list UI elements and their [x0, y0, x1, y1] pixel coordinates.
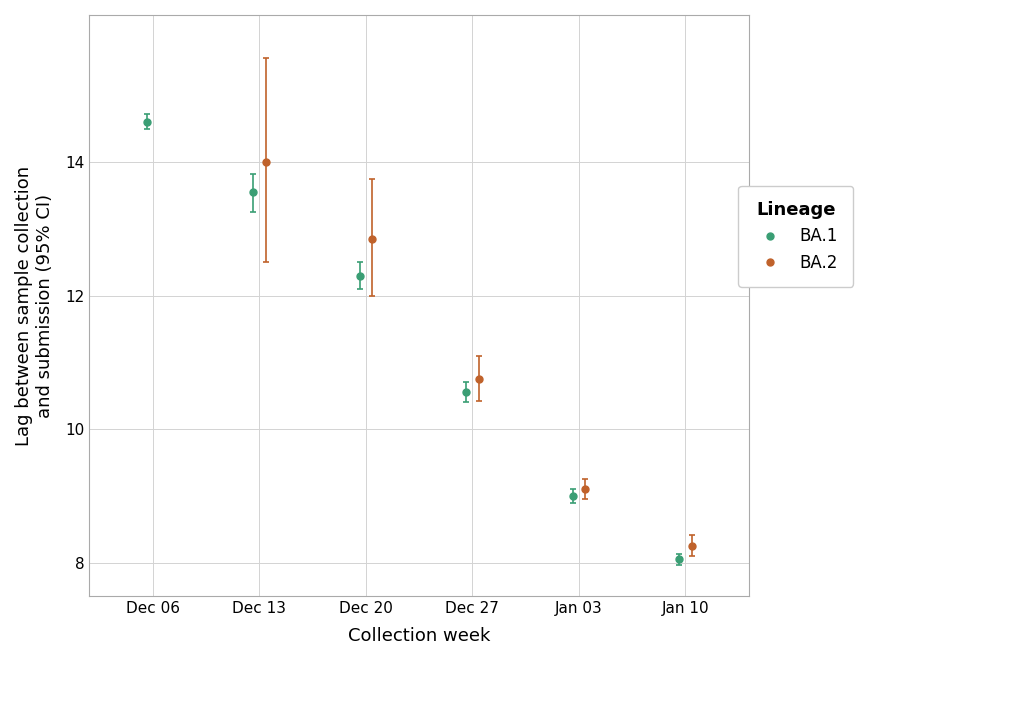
X-axis label: Collection week: Collection week — [348, 627, 490, 645]
Legend: BA.1, BA.2: BA.1, BA.2 — [738, 186, 853, 286]
Y-axis label: Lag between sample collection
and submission (95% CI): Lag between sample collection and submis… — [15, 166, 54, 446]
